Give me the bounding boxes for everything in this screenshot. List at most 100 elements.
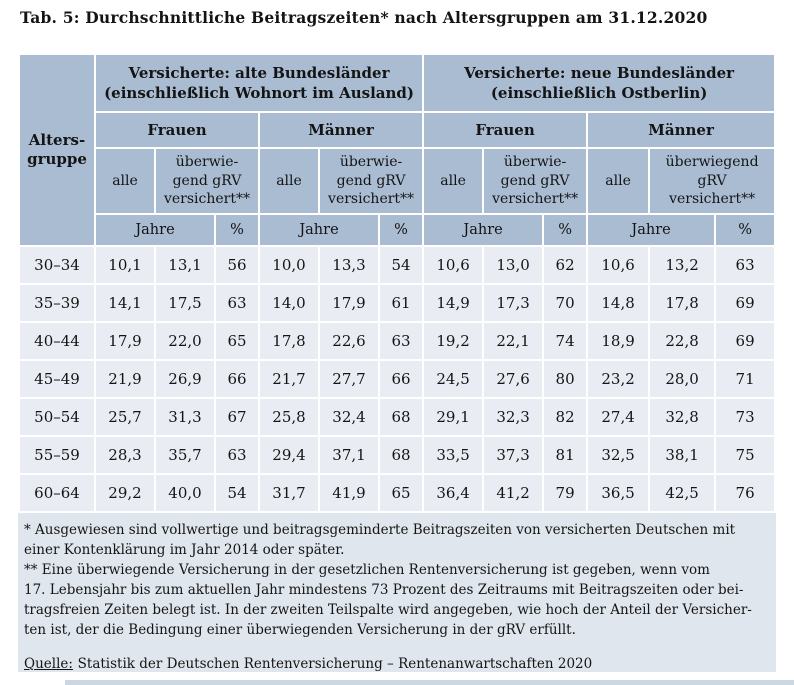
unit-header-percent: %	[380, 215, 423, 245]
subheader-alle: alle	[424, 149, 483, 213]
age-group-cell: 50–54	[20, 399, 94, 435]
header-row-gender: Frauen Männer Frauen Männer	[20, 113, 775, 147]
value-cell: 13,3	[320, 247, 378, 283]
value-cell: 29,4	[260, 437, 318, 473]
value-cell: 29,1	[424, 399, 483, 435]
value-cell: 25,8	[260, 399, 318, 435]
next-table-top-edge	[65, 680, 794, 685]
subheader-ueberwiegend: überwie- gend gRV versichert**	[320, 149, 423, 213]
age-group-cell: 60–64	[20, 475, 94, 511]
value-cell: 14,8	[588, 285, 649, 321]
value-cell: 65	[216, 323, 258, 359]
subheader-ueberwiegend: überwiegend gRV versichert**	[650, 149, 775, 213]
value-cell: 17,3	[484, 285, 543, 321]
value-cell: 65	[380, 475, 423, 511]
value-cell: 36,5	[588, 475, 649, 511]
value-cell: 10,6	[588, 247, 649, 283]
footnote-double-asterisk: ** Eine überwiegende Versicherung in der…	[24, 562, 752, 638]
value-cell: 41,2	[484, 475, 543, 511]
value-cell: 31,7	[260, 475, 318, 511]
value-cell: 32,5	[588, 437, 649, 473]
subheader-alle: alle	[260, 149, 318, 213]
value-cell: 37,3	[484, 437, 543, 473]
value-cell: 69	[716, 323, 775, 359]
value-cell: 28,3	[96, 437, 154, 473]
value-cell: 13,2	[650, 247, 715, 283]
value-cell: 13,1	[156, 247, 214, 283]
beitragszeiten-table: Alters- gruppe Versicherte: alte Bundesl…	[18, 53, 777, 513]
value-cell: 79	[544, 475, 587, 511]
value-cell: 27,4	[588, 399, 649, 435]
value-cell: 25,7	[96, 399, 154, 435]
header-row-units: Jahre % Jahre % Jahre % Jahre %	[20, 215, 775, 245]
value-cell: 18,9	[588, 323, 649, 359]
value-cell: 54	[380, 247, 423, 283]
value-cell: 28,0	[650, 361, 715, 397]
value-cell: 63	[380, 323, 423, 359]
unit-header-percent: %	[216, 215, 258, 245]
value-cell: 27,6	[484, 361, 543, 397]
table-body: 30–34 10,1 13,1 56 10,0 13,3 54 10,6 13,0 62 10,6 1…	[20, 247, 775, 511]
region-header-neue-bundeslaender: Versicherte: neue Bundesländer (einschli…	[424, 55, 775, 111]
age-group-cell: 35–39	[20, 285, 94, 321]
value-cell: 19,2	[424, 323, 483, 359]
unit-header-jahre: Jahre	[424, 215, 543, 245]
value-cell: 23,2	[588, 361, 649, 397]
value-cell: 82	[544, 399, 587, 435]
value-cell: 36,4	[424, 475, 483, 511]
table-row: 35–39 14,1 17,5 63 14,0 17,9 61 14,9 17,3 70 14,8 1…	[20, 285, 775, 321]
value-cell: 17,8	[650, 285, 715, 321]
footnotes: * Ausgewiesen sind vollwertige und beitr…	[18, 513, 776, 674]
value-cell: 76	[716, 475, 775, 511]
header-row-regions: Alters- gruppe Versicherte: alte Bundesl…	[20, 55, 775, 245]
value-cell: 62	[544, 247, 587, 283]
value-cell: 54	[216, 475, 258, 511]
gender-header-alte-maenner: Männer	[260, 113, 423, 147]
value-cell: 21,7	[260, 361, 318, 397]
value-cell: 32,4	[320, 399, 378, 435]
table-panel: Alters- gruppe Versicherte: alte Bundesl…	[18, 53, 777, 674]
value-cell: 14,1	[96, 285, 154, 321]
table-row: 40–44 17,9 22,0 65 17,8 22,6 63 19,2 22,1 74 18,9 2…	[20, 323, 775, 359]
value-cell: 74	[544, 323, 587, 359]
source-text: Statistik der Deutschen Rentenversicheru…	[77, 656, 593, 672]
unit-header-jahre: Jahre	[260, 215, 378, 245]
gender-header-neue-frauen: Frauen	[424, 113, 587, 147]
value-cell: 75	[716, 437, 775, 473]
subheader-ueberwiegend: überwie- gend gRV versichert**	[484, 149, 587, 213]
value-cell: 80	[544, 361, 587, 397]
value-cell: 32,3	[484, 399, 543, 435]
value-cell: 41,9	[320, 475, 378, 511]
value-cell: 67	[216, 399, 258, 435]
column-header-altersgruppe: Alters- gruppe	[20, 55, 94, 245]
value-cell: 14,0	[260, 285, 318, 321]
table-title: Tab. 5: Durchschnittliche Beitragszeiten…	[20, 8, 708, 27]
source-line: Quelle: Statistik der Deutschen Rentenver…	[24, 654, 768, 674]
age-group-cell: 45–49	[20, 361, 94, 397]
value-cell: 13,0	[484, 247, 543, 283]
subheader-alle: alle	[588, 149, 649, 213]
gender-header-neue-maenner: Männer	[588, 113, 775, 147]
value-cell: 31,3	[156, 399, 214, 435]
value-cell: 63	[216, 437, 258, 473]
age-group-cell: 40–44	[20, 323, 94, 359]
value-cell: 38,1	[650, 437, 715, 473]
value-cell: 10,6	[424, 247, 483, 283]
value-cell: 37,1	[320, 437, 378, 473]
table-header: Alters- gruppe Versicherte: alte Bundesl…	[20, 55, 775, 245]
region-header-alte-bundeslaender: Versicherte: alte Bundesländer (einschli…	[96, 55, 423, 111]
value-cell: 22,8	[650, 323, 715, 359]
value-cell: 73	[716, 399, 775, 435]
value-cell: 17,9	[320, 285, 378, 321]
age-group-cell: 55–59	[20, 437, 94, 473]
value-cell: 35,7	[156, 437, 214, 473]
value-cell: 63	[216, 285, 258, 321]
table-row: 55–59 28,3 35,7 63 29,4 37,1 68 33,5 37,3 81 32,5 3…	[20, 437, 775, 473]
value-cell: 22,6	[320, 323, 378, 359]
value-cell: 71	[716, 361, 775, 397]
subheader-ueberwiegend: überwie- gend gRV versichert**	[156, 149, 258, 213]
value-cell: 70	[544, 285, 587, 321]
header-row-coverage: alle überwie- gend gRV versichert** alle…	[20, 149, 775, 213]
value-cell: 66	[380, 361, 423, 397]
value-cell: 24,5	[424, 361, 483, 397]
